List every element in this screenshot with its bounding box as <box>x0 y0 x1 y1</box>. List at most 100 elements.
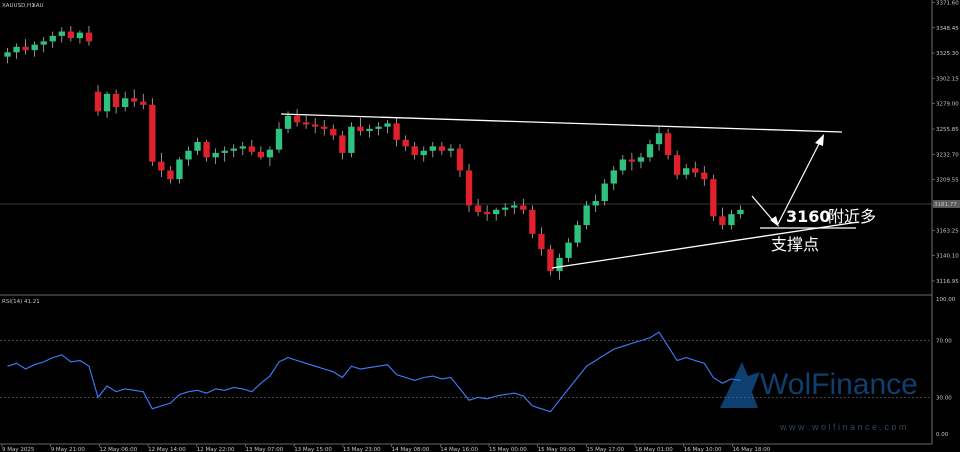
time-tick-label: 12 May 14:00 <box>148 447 186 452</box>
candle-body <box>13 46 20 53</box>
candle-body <box>411 146 418 156</box>
candle-body <box>664 133 672 156</box>
time-tick-label: 15 May 09:00 <box>538 447 576 452</box>
candle-body <box>384 123 391 127</box>
candle-body <box>628 159 636 162</box>
candle-body <box>158 161 165 171</box>
price-tick-label: 3163.25 <box>936 228 959 234</box>
candle-body <box>302 122 310 125</box>
time-tick-label: 16 May 10:00 <box>684 447 722 452</box>
time-tick-label: 14 May 16:00 <box>440 447 478 452</box>
candle-body <box>673 155 681 175</box>
candle-body <box>185 150 192 160</box>
candle-body <box>58 31 65 36</box>
candle-body <box>737 209 744 215</box>
candle-body <box>655 133 663 145</box>
candle-body <box>429 146 436 151</box>
candle-body <box>574 225 581 243</box>
candle-body <box>547 249 554 272</box>
candle-body <box>637 157 645 162</box>
candle-body <box>511 205 518 208</box>
candle-body <box>85 32 93 42</box>
candle-body <box>420 150 427 156</box>
candle-body <box>40 41 47 45</box>
resistance-trendline <box>280 113 843 133</box>
candle-body <box>483 211 491 215</box>
candle-body <box>212 152 219 158</box>
symbol-short-label: XAU <box>32 3 44 9</box>
candle-body <box>121 98 129 107</box>
candle-body <box>339 135 346 153</box>
candle-body <box>601 183 608 202</box>
watermark-url: w w w . w o l f i n a n c e . c o m <box>779 422 907 432</box>
price-tick-label: 3209.55 <box>936 178 959 184</box>
candle-body <box>375 126 382 129</box>
candle-body <box>312 124 319 127</box>
candle-body <box>266 149 274 158</box>
candle-body <box>167 170 174 180</box>
candle-body <box>465 170 473 206</box>
time-tick-label: 12 May 06:00 <box>99 447 137 452</box>
candle-body <box>149 104 156 162</box>
upside-arrow-line <box>777 137 823 225</box>
candle-body <box>683 168 690 175</box>
candle-body <box>393 123 400 140</box>
wolfinance-logo: WolFinance w w w . w o l f i n a n c e .… <box>720 362 918 432</box>
candle-body <box>194 141 201 151</box>
candle-body <box>239 146 246 149</box>
price-tick-label: 3302.15 <box>936 76 959 82</box>
candle-body <box>538 233 545 250</box>
rsi-level-label: 70.00 <box>936 339 952 345</box>
annotation-text-2: 支撑点 <box>771 235 819 254</box>
time-tick-label: 16 May 01:00 <box>635 447 673 452</box>
candle-body <box>610 170 617 184</box>
candle-body <box>565 242 572 258</box>
candle-body <box>131 98 138 102</box>
candle-body <box>284 115 292 129</box>
candle-body <box>22 46 29 51</box>
current-price-tag <box>933 200 960 208</box>
candle-body <box>176 159 183 180</box>
candles <box>4 26 744 280</box>
candle-body <box>112 93 120 107</box>
rsi-scale-top: 100.00 <box>936 297 956 303</box>
wolf-icon <box>720 362 760 408</box>
candle-body <box>67 31 75 39</box>
rsi-line <box>7 331 741 413</box>
candle-body <box>4 52 11 57</box>
grid: 70.00 30.00 <box>0 0 952 445</box>
candle-body <box>203 141 210 158</box>
candle-body <box>447 148 455 151</box>
candle-body <box>230 148 237 151</box>
time-tick-label: 13 May 15:00 <box>294 447 332 452</box>
candle-body <box>103 93 111 112</box>
time-tick-label: 15 May 17:00 <box>586 447 624 452</box>
candle-body <box>474 205 482 212</box>
candle-body <box>94 91 102 112</box>
time-tick-label: 9 May 2025 <box>2 447 35 452</box>
candle-body <box>502 207 509 210</box>
candle-body <box>728 214 735 226</box>
price-tick-label: 3371.60 <box>936 0 959 6</box>
price-tick-label: 3325.30 <box>936 51 959 57</box>
candle-body <box>692 168 699 173</box>
time-axis: 9 May 2025 9 May 21:00 12 May 06:00 12 May … <box>1 444 771 452</box>
candle-body <box>321 126 328 129</box>
candle-body <box>76 32 84 39</box>
candle-body <box>529 209 536 234</box>
price-tick-label: 3279.00 <box>936 102 959 108</box>
candle-body <box>583 205 590 226</box>
time-tick-label: 16 May 18:00 <box>733 447 771 452</box>
time-tick-label: 9 May 21:00 <box>51 447 86 452</box>
candle-body <box>31 44 38 51</box>
candle-body <box>275 128 283 150</box>
candle-body <box>619 159 627 171</box>
price-tick-label: 3116.95 <box>936 279 959 285</box>
candle-body <box>492 209 500 215</box>
candle-body <box>366 128 373 132</box>
price-tick-label: 3140.10 <box>936 254 959 260</box>
rsi-scale-bottom: 0.00 <box>936 432 949 438</box>
annotation-text-1: 附近多 <box>828 207 876 226</box>
candle-body <box>646 144 654 158</box>
